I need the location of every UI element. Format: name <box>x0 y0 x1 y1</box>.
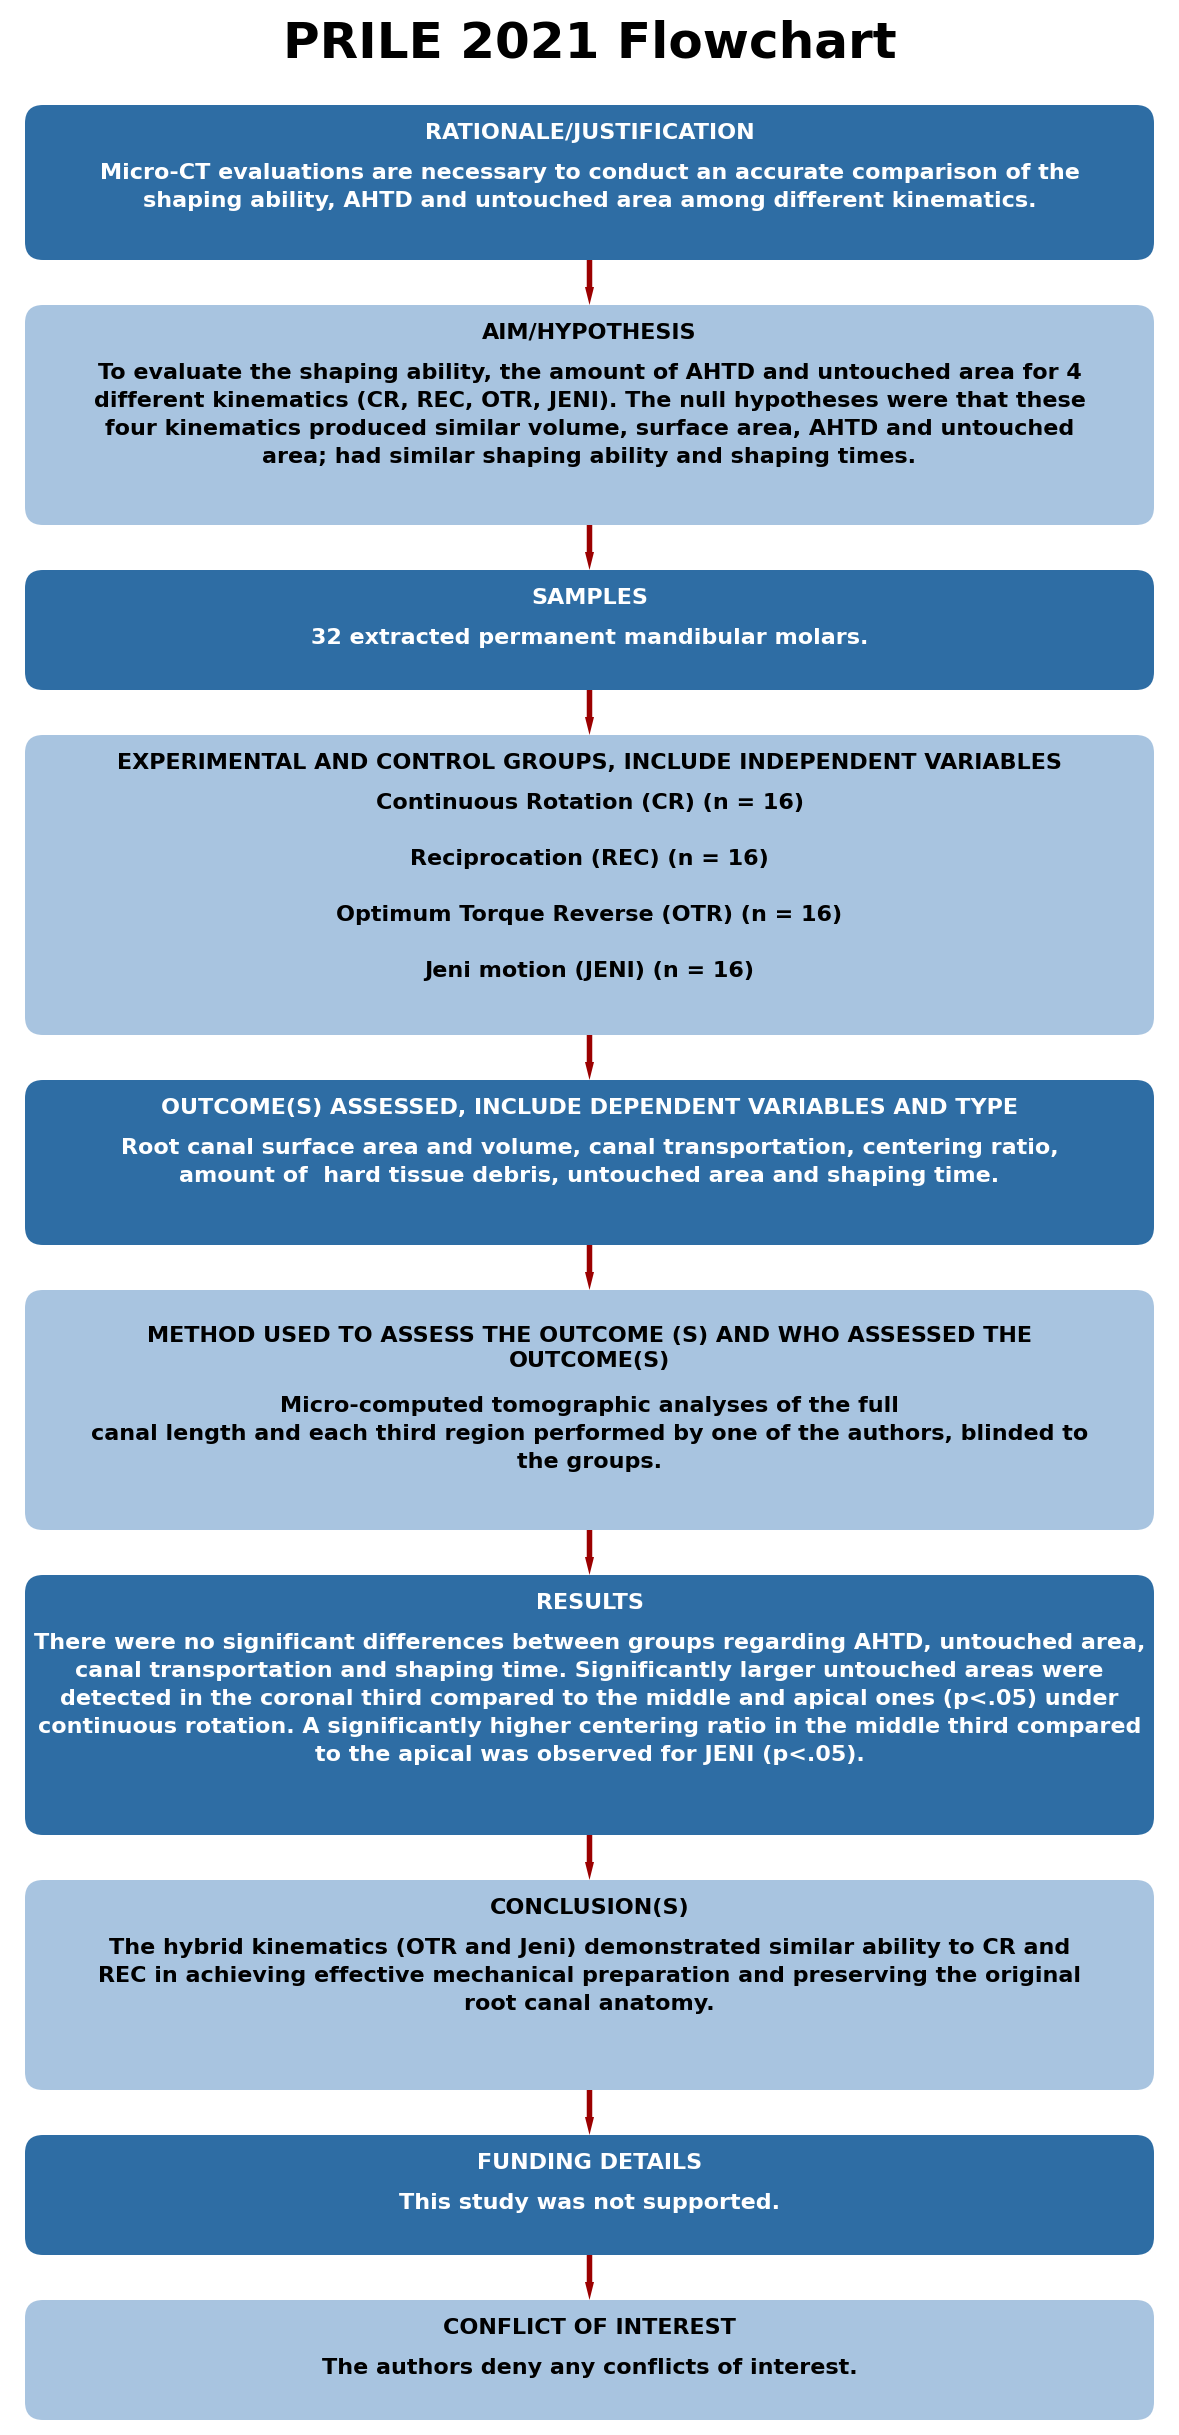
Text: PRILE 2021 Flowchart: PRILE 2021 Flowchart <box>283 19 896 68</box>
Text: This study was not supported.: This study was not supported. <box>399 2194 780 2213</box>
Text: Continuous Rotation (CR) (n = 16)

Reciprocation (REC) (n = 16)

Optimum Torque : Continuous Rotation (CR) (n = 16) Recipr… <box>336 794 843 981</box>
FancyBboxPatch shape <box>25 1081 1154 1244</box>
Text: CONCLUSION(S): CONCLUSION(S) <box>489 1897 690 1919</box>
Text: The hybrid kinematics (OTR and Jeni) demonstrated similar ability to CR and
REC : The hybrid kinematics (OTR and Jeni) dem… <box>98 1938 1081 2014</box>
Text: RATIONALE/JUSTIFICATION: RATIONALE/JUSTIFICATION <box>424 124 755 144</box>
Text: 32 extracted permanent mandibular molars.: 32 extracted permanent mandibular molars… <box>311 628 868 648</box>
Polygon shape <box>585 689 594 735</box>
Text: EXPERIMENTAL AND CONTROL GROUPS, INCLUDE INDEPENDENT VARIABLES: EXPERIMENTAL AND CONTROL GROUPS, INCLUDE… <box>117 752 1062 772</box>
FancyBboxPatch shape <box>25 1575 1154 1836</box>
FancyBboxPatch shape <box>25 2301 1154 2420</box>
FancyBboxPatch shape <box>25 570 1154 689</box>
FancyBboxPatch shape <box>25 2135 1154 2255</box>
FancyBboxPatch shape <box>25 304 1154 526</box>
Polygon shape <box>585 2089 594 2135</box>
Text: There were no significant differences between groups regarding AHTD, untouched a: There were no significant differences be… <box>34 1634 1145 1765</box>
Text: SAMPLES: SAMPLES <box>531 587 648 609</box>
Polygon shape <box>585 2255 594 2301</box>
Text: AIM/HYPOTHESIS: AIM/HYPOTHESIS <box>482 324 697 343</box>
Polygon shape <box>585 261 594 304</box>
Polygon shape <box>585 526 594 570</box>
Text: The authors deny any conflicts of interest.: The authors deny any conflicts of intere… <box>322 2357 857 2379</box>
Text: Root canal surface area and volume, canal transportation, centering ratio,
amoun: Root canal surface area and volume, cana… <box>120 1137 1059 1186</box>
Text: CONFLICT OF INTEREST: CONFLICT OF INTEREST <box>443 2318 736 2338</box>
Text: RESULTS: RESULTS <box>535 1592 644 1612</box>
FancyBboxPatch shape <box>25 1291 1154 1529</box>
FancyBboxPatch shape <box>25 105 1154 261</box>
Text: To evaluate the shaping ability, the amount of AHTD and untouched area for 4
dif: To evaluate the shaping ability, the amo… <box>93 363 1086 468</box>
Text: OUTCOME(S) ASSESSED, INCLUDE DEPENDENT VARIABLES AND TYPE: OUTCOME(S) ASSESSED, INCLUDE DEPENDENT V… <box>162 1098 1017 1118</box>
Polygon shape <box>585 1244 594 1291</box>
Text: Micro-CT evaluations are necessary to conduct an accurate comparison of the
shap: Micro-CT evaluations are necessary to co… <box>99 163 1080 212</box>
Text: Micro-computed tomographic analyses of the full
canal length and each third regi: Micro-computed tomographic analyses of t… <box>91 1395 1088 1473</box>
Polygon shape <box>585 1035 594 1081</box>
FancyBboxPatch shape <box>25 1880 1154 2089</box>
Polygon shape <box>585 1836 594 1880</box>
FancyBboxPatch shape <box>25 735 1154 1035</box>
Text: FUNDING DETAILS: FUNDING DETAILS <box>477 2153 702 2172</box>
Polygon shape <box>585 1529 594 1575</box>
Text: METHOD USED TO ASSESS THE OUTCOME (S) AND WHO ASSESSED THE
OUTCOME(S): METHOD USED TO ASSESS THE OUTCOME (S) AN… <box>147 1327 1032 1371</box>
